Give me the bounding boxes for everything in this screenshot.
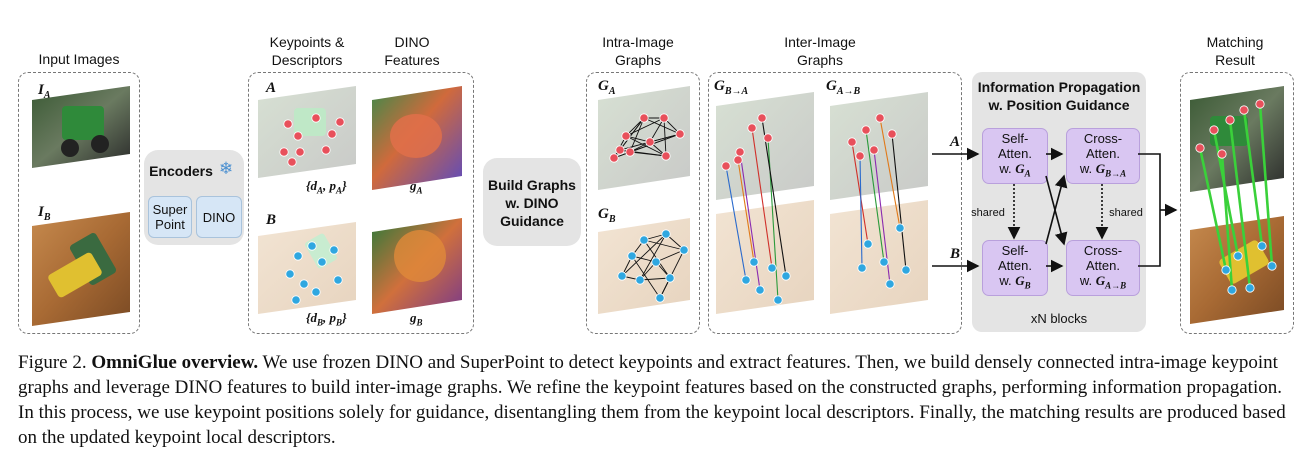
keypoints-a-symbol: A (266, 80, 277, 96)
self-attention-a-text: Self- Atten. w. (998, 130, 1032, 176)
input-images-box (18, 72, 140, 334)
matching-box (1180, 72, 1294, 334)
self-attention-a-sub: A (1024, 168, 1031, 179)
inter-graphs-label: Inter-Image Graphs (784, 34, 856, 68)
build-graphs-label: Build Graphs w. DINO Guidance (488, 177, 576, 229)
xn-blocks-label: xN blocks (1030, 311, 1088, 326)
superpoint-encoder: Super Point (148, 196, 192, 238)
image-a-symbol: IA (38, 82, 51, 101)
cross-attention-a-sub: B→A (1105, 168, 1127, 179)
inter-graph-ab-symbol: GA→B (826, 78, 861, 97)
dino-feature-b-symbol: gB (410, 310, 423, 328)
encoders-title: Encoders (149, 163, 213, 179)
intra-graph-b-symbol: GB (598, 206, 616, 225)
image-b-symbol: IB (38, 204, 51, 223)
dino-feature-a-symbol: gA (410, 178, 423, 196)
row-b-label: B (950, 246, 961, 262)
caption-title: OmniGlue overview. (91, 352, 259, 373)
self-attention-a: Self- Atten. w. GA (982, 128, 1048, 184)
figure-caption: Figure 2. OmniGlue overview. We use froz… (18, 350, 1298, 450)
cross-attention-a-symbol: G (1095, 160, 1106, 176)
cross-attention-b-text: Cross- Atten. w. (1079, 242, 1123, 288)
row-a-label: A (950, 134, 961, 150)
descriptors-a-symbol: {dA, pA} (306, 178, 347, 196)
keypoints-label: Keypoints & Descriptors (269, 34, 345, 68)
build-graphs-panel (483, 158, 581, 246)
input-images-label: Input Images (38, 51, 120, 67)
self-attention-b: Self- Atten. w. GB (982, 240, 1048, 296)
info-propagation-title: Information Propagation w. Position Guid… (977, 79, 1141, 113)
shared-label-right: shared (1109, 207, 1143, 219)
intra-graphs-box (586, 72, 700, 334)
self-attention-a-symbol: G (1015, 160, 1025, 176)
keypoints-b-symbol: B (266, 212, 277, 228)
features-box (248, 72, 474, 334)
shared-label-left: shared (971, 207, 1005, 219)
cross-attention-b-symbol: G (1095, 272, 1106, 288)
self-attention-b-text: Self- Atten. w. (998, 242, 1032, 288)
dino-features-label: DINO Features (384, 34, 440, 68)
self-attention-b-symbol: G (1015, 272, 1025, 288)
dino-encoder: DINO (196, 196, 242, 238)
cross-attention-a-text: Cross- Atten. w. (1079, 130, 1123, 176)
descriptors-b-symbol: {dB, pB} (306, 310, 347, 328)
figure: Input Images Keypoints & Descriptors DIN… (18, 34, 1294, 334)
snowflake-icon: ❄ (218, 159, 234, 178)
intra-graphs-label: Intra-Image Graphs (602, 34, 674, 68)
cross-attention-b: Cross- Atten. w. GA→B (1066, 240, 1140, 296)
cross-attention-b-sub: A→B (1105, 280, 1127, 291)
intra-graph-a-symbol: GA (598, 78, 616, 97)
caption-body: We use frozen DINO and SuperPoint to det… (18, 352, 1286, 448)
cross-attention-a: Cross- Atten. w. GB→A (1066, 128, 1140, 184)
self-attention-b-sub: B (1024, 280, 1031, 291)
caption-prefix: Figure 2. (18, 352, 92, 373)
inter-graph-ba-symbol: GB→A (714, 78, 749, 97)
matching-result-label: Matching Result (1206, 34, 1264, 68)
inter-graphs-box (708, 72, 962, 334)
